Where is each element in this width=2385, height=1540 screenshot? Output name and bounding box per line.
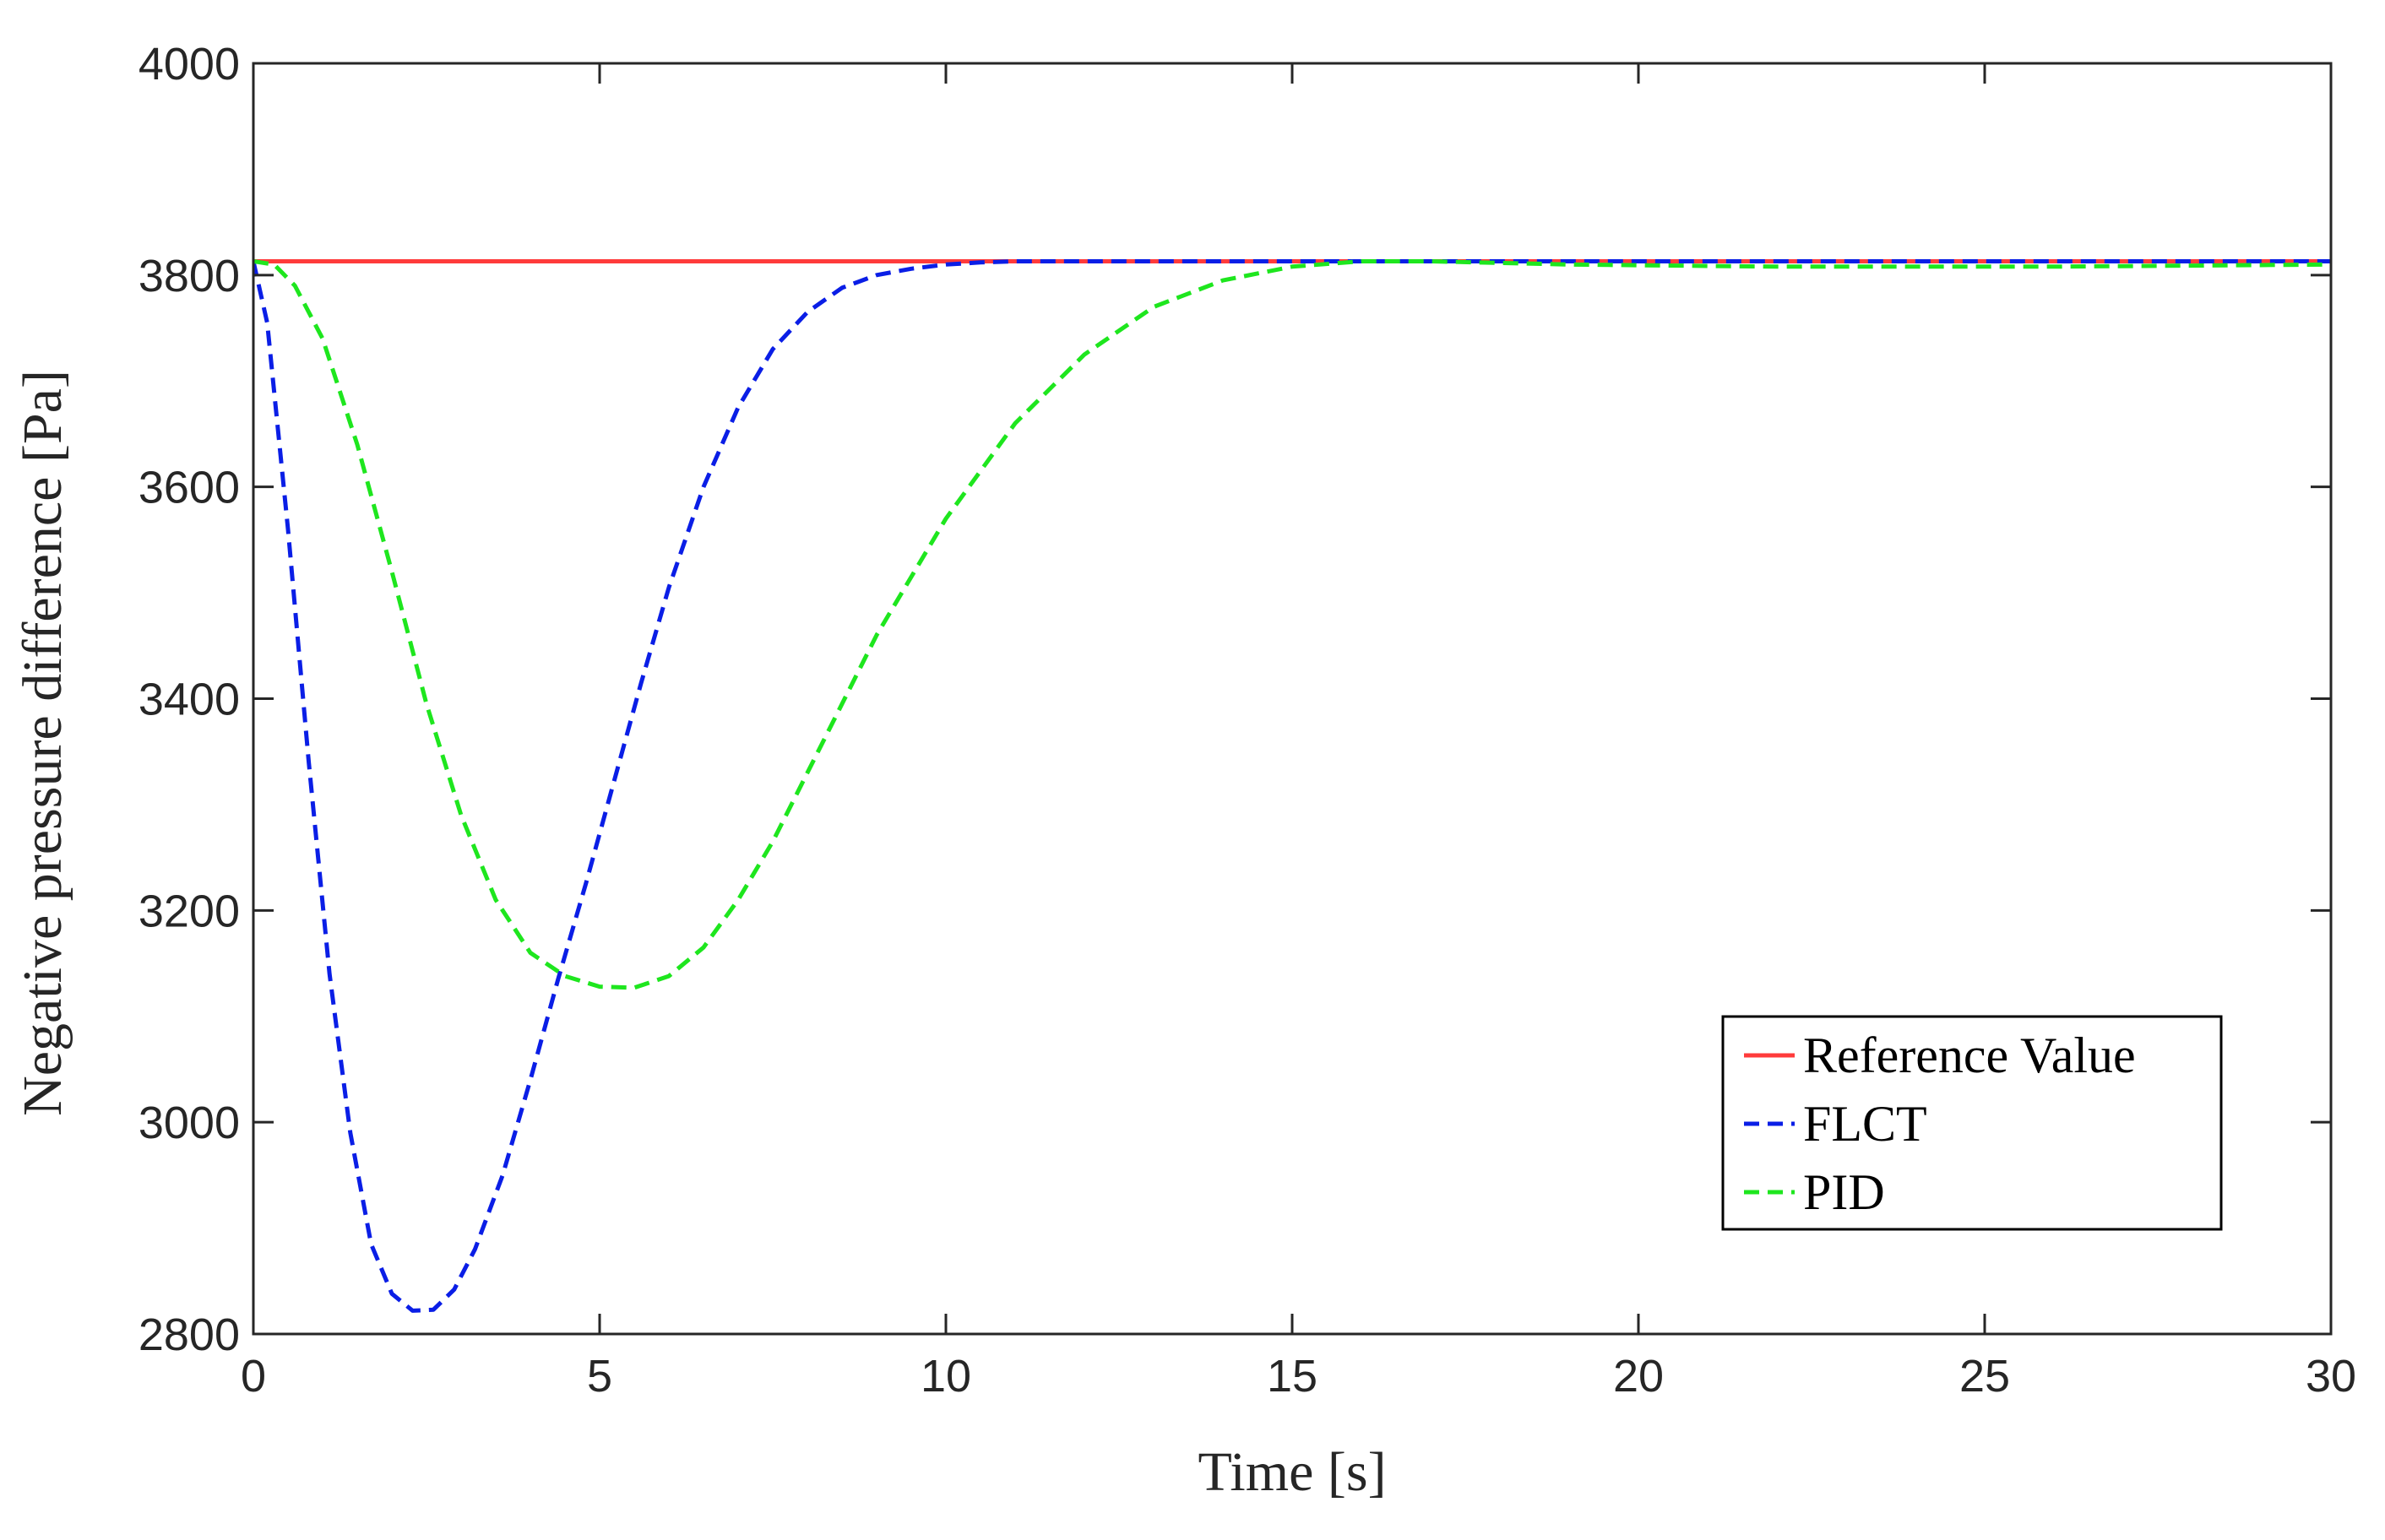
x-tick-label: 20 bbox=[1613, 1351, 1664, 1402]
x-tick-label: 10 bbox=[921, 1351, 971, 1402]
legend-label-flct: FLCT bbox=[1803, 1096, 1927, 1152]
y-tick-label: 3400 bbox=[139, 675, 240, 725]
x-axis-label: Time [s] bbox=[1198, 1441, 1386, 1503]
series-line-pid bbox=[253, 259, 2331, 990]
legend-label-pid: PID bbox=[1803, 1164, 1885, 1220]
x-tick-label: 25 bbox=[1959, 1351, 2010, 1402]
y-tick-label: 3000 bbox=[139, 1098, 240, 1148]
y-tick-label: 3800 bbox=[139, 251, 240, 301]
x-tick-label: 5 bbox=[587, 1351, 612, 1402]
y-tick-label: 3600 bbox=[139, 463, 240, 513]
y-tick-label: 4000 bbox=[139, 39, 240, 89]
y-tick-label: 3200 bbox=[139, 886, 240, 936]
legend-box bbox=[1721, 1015, 2223, 1231]
y-tick-label: 2800 bbox=[139, 1310, 240, 1360]
axes: 0 5 10 15 20 25 30 2800 3000 3200 3400 3600 3800 4000 bbox=[139, 39, 2356, 1402]
x-tick-label: 0 bbox=[241, 1351, 266, 1402]
y-axis-label: Negative pressure difference [Pa] bbox=[12, 370, 73, 1116]
x-tick-label: 30 bbox=[2306, 1351, 2356, 1402]
legend-label-reference-value: Reference Value bbox=[1803, 1028, 2136, 1083]
x-tick-label: 15 bbox=[1267, 1351, 1317, 1402]
plot-area bbox=[253, 259, 2331, 1313]
legend: Reference Value FLCT PID bbox=[1721, 1015, 2223, 1231]
